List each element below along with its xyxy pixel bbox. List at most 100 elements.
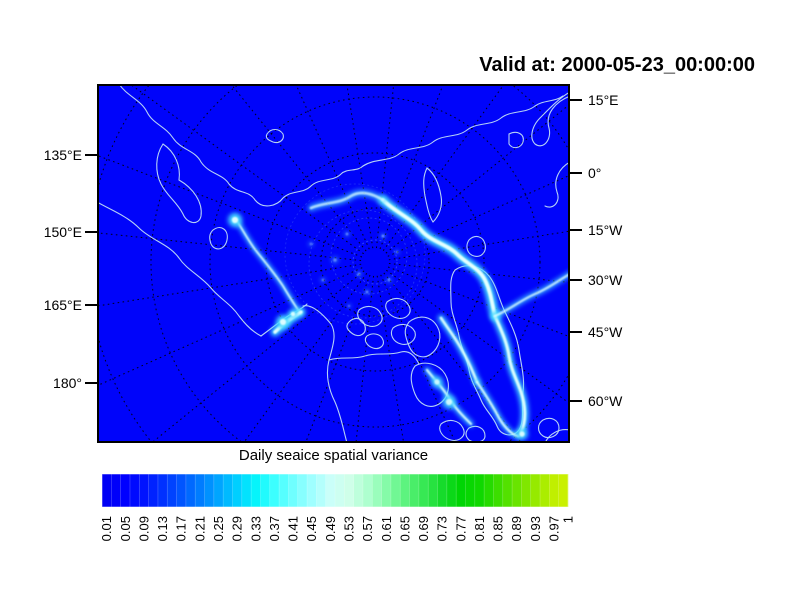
colorbar-tick-label: 0.01 xyxy=(99,516,114,541)
left-axis-tick-label: 165°E xyxy=(43,297,82,313)
ice-variance-spot-core xyxy=(395,250,399,254)
colorbar-tick-label: 0.85 xyxy=(491,516,506,541)
coastline xyxy=(390,323,416,345)
colorbar-segment xyxy=(427,473,439,508)
coastline xyxy=(537,417,560,439)
coastline xyxy=(118,84,364,207)
colorbar-segment xyxy=(465,473,476,508)
colorbar-tick-label: 0.21 xyxy=(192,516,207,541)
plot-title: Valid at: 2000-05-23_00:00:00 xyxy=(479,54,755,76)
colorbar-segment xyxy=(474,473,485,508)
coastline xyxy=(328,351,420,365)
ice-variance-spot-core xyxy=(321,278,325,282)
right-axis-tick-label: 15°E xyxy=(588,92,619,108)
ice-variance-band-core xyxy=(381,198,497,318)
colorbar-tick-label: 1 xyxy=(561,516,576,523)
left-axis-tick xyxy=(85,231,97,233)
graticule-meridian xyxy=(380,274,457,443)
colorbar-tick-label: 0.77 xyxy=(453,516,468,541)
ice-variance-band-core xyxy=(493,272,570,318)
colorbar-segment xyxy=(409,473,420,508)
ice-variance-band-core xyxy=(309,191,385,210)
coastline xyxy=(385,297,411,319)
colorbar-segment xyxy=(334,473,346,508)
ice-variance-spot-core xyxy=(365,290,369,294)
right-axis-tick xyxy=(570,400,582,402)
variance-contour-ring xyxy=(284,183,426,325)
ice-variance-spot-core xyxy=(434,379,440,385)
colorbar-segment xyxy=(493,473,504,508)
colorbar-tick-label: 0.69 xyxy=(416,516,431,541)
colorbar-segment xyxy=(539,473,551,508)
colorbar-tick-label: 0.65 xyxy=(397,516,412,541)
colorbar-tick-label: 0.05 xyxy=(118,516,133,541)
colorbar-segment xyxy=(558,473,569,508)
graticule-meridian xyxy=(304,274,371,443)
coastline xyxy=(508,131,524,149)
colorbar-segment xyxy=(399,473,411,508)
right-axis-tick xyxy=(570,331,582,333)
colorbar-segment xyxy=(381,473,392,508)
colorbar-segment xyxy=(325,473,336,508)
colorbar-segment xyxy=(288,473,299,508)
colorbar-tick-label: 0.17 xyxy=(174,516,189,541)
graticule-meridian xyxy=(346,84,374,249)
coastline xyxy=(362,95,564,167)
right-axis-tick-label: 0° xyxy=(588,165,602,181)
coastline xyxy=(265,128,284,144)
colorbar-tick-label: 0.57 xyxy=(360,516,375,541)
ice-variance-spot-core xyxy=(445,398,453,406)
coastline xyxy=(439,419,465,441)
colorbar-segment xyxy=(446,473,457,508)
right-axis-tick-label: 15°W xyxy=(588,222,623,238)
colorbar-segment xyxy=(213,473,224,508)
ice-variance-spot-core xyxy=(519,431,525,437)
colorbar-frame xyxy=(101,473,569,508)
ice-variance-spot-core xyxy=(290,311,296,317)
colorbar-segment xyxy=(502,473,513,508)
coastline xyxy=(209,227,228,250)
graticule-meridian xyxy=(386,269,570,405)
colorbar-segment xyxy=(120,473,131,508)
graticule-parallel xyxy=(265,152,485,372)
colorbar-tick-label: 0.45 xyxy=(304,516,319,541)
graticule-meridian xyxy=(97,154,363,258)
left-axis-tick-label: 135°E xyxy=(43,147,82,163)
graticule-meridian xyxy=(385,103,570,254)
graticule-meridian xyxy=(355,275,375,443)
left-axis-tick xyxy=(85,382,97,384)
left-axis-tick xyxy=(85,154,97,156)
graticule-meridian xyxy=(295,84,370,250)
colorbar-tick-label: 0.61 xyxy=(379,516,394,541)
graticule-meridian xyxy=(129,84,364,255)
colorbar-segment xyxy=(157,473,168,508)
graticule-meridian xyxy=(376,275,405,443)
coastline xyxy=(410,362,449,407)
coastline xyxy=(404,316,441,358)
colorbar-tick-label: 0.97 xyxy=(547,516,562,541)
coastline xyxy=(423,167,443,223)
ice-variance-band-core xyxy=(475,380,521,438)
colorbar-tick-label: 0.89 xyxy=(509,516,524,541)
graticule-meridian xyxy=(97,267,363,387)
right-axis-tick-label: 60°W xyxy=(588,393,623,409)
colorbar-segment xyxy=(232,473,243,508)
map-border xyxy=(97,84,570,443)
colorbar-segment xyxy=(371,473,383,508)
coastline xyxy=(544,161,570,208)
variance-contour-ring xyxy=(308,209,418,319)
variance-contour-ring xyxy=(352,239,398,285)
colorbar-legend: 0.01 0.05 0.09 0.13 0.17 0.21 0.25 0.29 0.33 0.37… xyxy=(99,473,576,541)
colorbar-tick-label: 0.33 xyxy=(248,516,263,541)
colorbar-segment xyxy=(521,473,532,508)
right-axis-tick xyxy=(570,172,582,174)
coastline xyxy=(531,91,570,147)
colorbar-segment xyxy=(344,473,355,508)
graticule-meridian xyxy=(97,232,362,262)
right-axis-tick xyxy=(570,229,582,231)
coastline xyxy=(357,305,383,327)
right-axis-tick-label: 45°W xyxy=(588,324,623,340)
graticule-meridian xyxy=(382,84,505,251)
colorbar-segment xyxy=(129,473,140,508)
left-axis-tick-label: 180° xyxy=(53,375,82,391)
